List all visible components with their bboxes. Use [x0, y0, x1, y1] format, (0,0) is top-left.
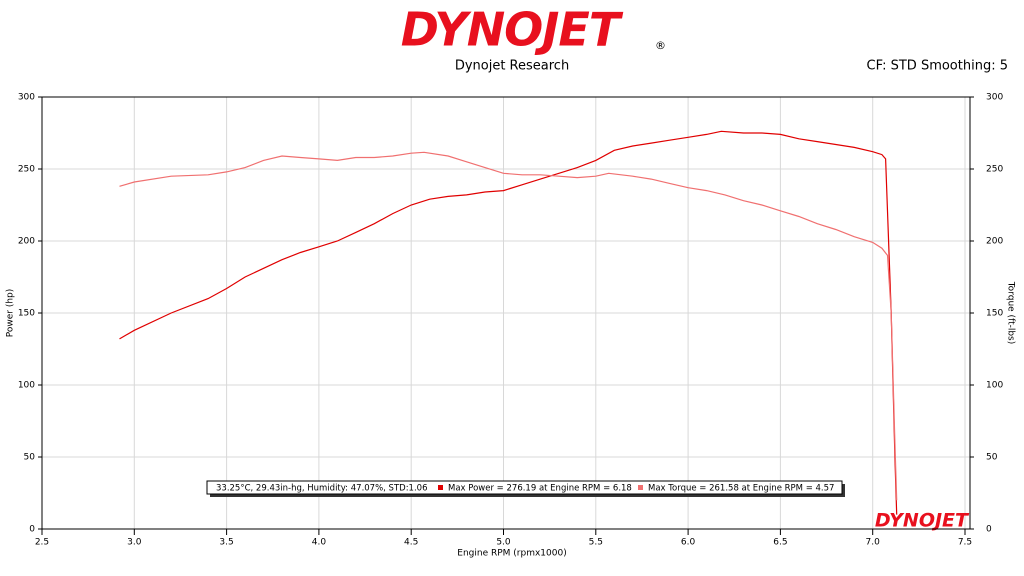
x-tick-label: 6.0 — [681, 538, 696, 548]
logo: DYNOJET — [401, 3, 624, 57]
legend-box — [206, 480, 843, 495]
y2-tick-label: 0 — [986, 525, 992, 535]
y2-tick-label: 50 — [986, 453, 998, 463]
legend-swatch — [638, 485, 643, 490]
x-tick-label: 7.0 — [866, 538, 881, 548]
y-tick-label: 150 — [18, 309, 35, 319]
y2-axis-label: Torque (ft-lbs) — [1006, 281, 1016, 345]
y-tick-label: 100 — [18, 381, 35, 391]
series-line — [119, 130, 898, 515]
logo-mark: ® — [655, 39, 666, 52]
y-tick-label: 50 — [24, 453, 36, 463]
plot-frame — [41, 96, 971, 530]
x-tick-label: 3.0 — [127, 538, 142, 548]
x-tick-label: 6.5 — [773, 538, 787, 548]
y-tick-label: 300 — [18, 93, 35, 103]
legend-label: Max Torque = 261.58 at Engine RPM = 4.57 — [648, 484, 834, 494]
legend-label: Max Power = 276.19 at Engine RPM = 6.18 — [448, 484, 632, 494]
y-tick-label: 250 — [18, 165, 35, 175]
x-axis-label: Engine RPM (rpmx1000) — [457, 549, 566, 559]
chart-title: Dynojet Research — [455, 59, 569, 74]
series-line — [119, 151, 898, 501]
y2-tick-label: 150 — [986, 309, 1003, 319]
legend: 33.25°C, 29.43in-hg, Humidity: 47.07%, S… — [206, 480, 845, 497]
conditions: 33.25°C, 29.43in-hg, Humidity: 47.07%, S… — [216, 484, 427, 494]
x-tick-label: 5.5 — [589, 538, 603, 548]
grid — [41, 96, 970, 530]
watermark: DYNOJET — [875, 510, 970, 532]
legend-swatch — [438, 485, 443, 490]
x-tick-label: 2.5 — [35, 538, 49, 548]
y-tick-label: 0 — [29, 525, 35, 535]
chart-subtitle: CF: STD Smoothing: 5 — [867, 59, 1008, 74]
y2-tick-label: 300 — [986, 93, 1003, 103]
y2-tick-label: 250 — [986, 165, 1003, 175]
x-tick-label: 5.0 — [496, 538, 511, 548]
y-tick-label: 200 — [18, 237, 35, 247]
y-axis-label: Power (hp) — [6, 289, 16, 338]
x-tick-label: 4.5 — [404, 538, 418, 548]
y2-tick-label: 100 — [986, 381, 1003, 391]
x-tick-label: 4.0 — [312, 538, 327, 548]
y2-tick-label: 200 — [986, 237, 1003, 247]
x-tick-label: 7.5 — [958, 538, 972, 548]
x-tick-label: 3.5 — [219, 538, 233, 548]
